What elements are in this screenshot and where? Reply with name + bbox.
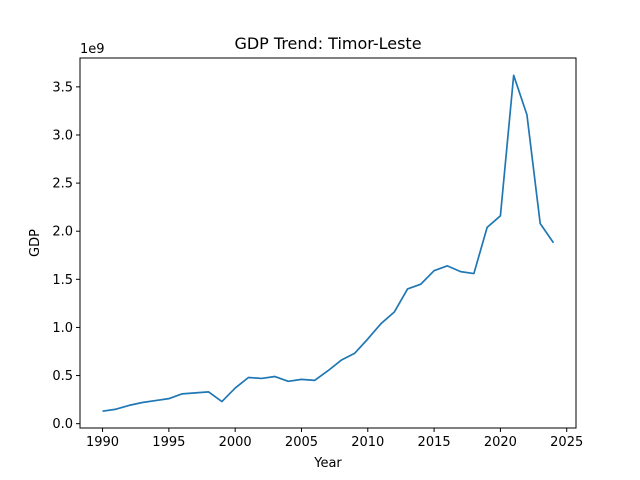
x-tick-label: 1995	[152, 435, 185, 450]
y-tick-label: 3.0	[52, 128, 73, 143]
y-tick-label: 0.0	[52, 417, 73, 432]
x-tick-label: 2010	[351, 435, 384, 450]
x-tick-label: 2020	[484, 435, 517, 450]
chart-title: GDP Trend: Timor-Leste	[234, 34, 421, 53]
x-tick-label: 2000	[219, 435, 252, 450]
x-axis: 1990 1995 2000 2005 2010 2015 2020 2025	[86, 428, 583, 450]
y-tick-label: 1.0	[52, 321, 73, 336]
y-axis: 0.0 0.5 1.0 1.5 2.0 2.5 3.0 3.5	[52, 80, 80, 432]
y-tick-label: 2.5	[52, 177, 73, 192]
y-offset-label: 1e9	[80, 42, 105, 57]
y-tick-label: 0.5	[52, 369, 73, 384]
x-tick-label: 2005	[285, 435, 318, 450]
y-tick-label: 1.5	[52, 273, 73, 288]
x-axis-label: Year	[313, 456, 342, 471]
series-group	[102, 74, 555, 413]
y-axis-label: GDP	[28, 229, 43, 257]
x-tick-label: 2025	[550, 435, 583, 450]
y-tick-label: 2.0	[52, 225, 73, 240]
y-tick-label: 3.5	[52, 80, 73, 95]
plot-frame	[79, 57, 577, 429]
x-tick-label: 1990	[86, 435, 119, 450]
x-tick-label: 2015	[418, 435, 451, 450]
gdp-series-line	[102, 74, 555, 413]
